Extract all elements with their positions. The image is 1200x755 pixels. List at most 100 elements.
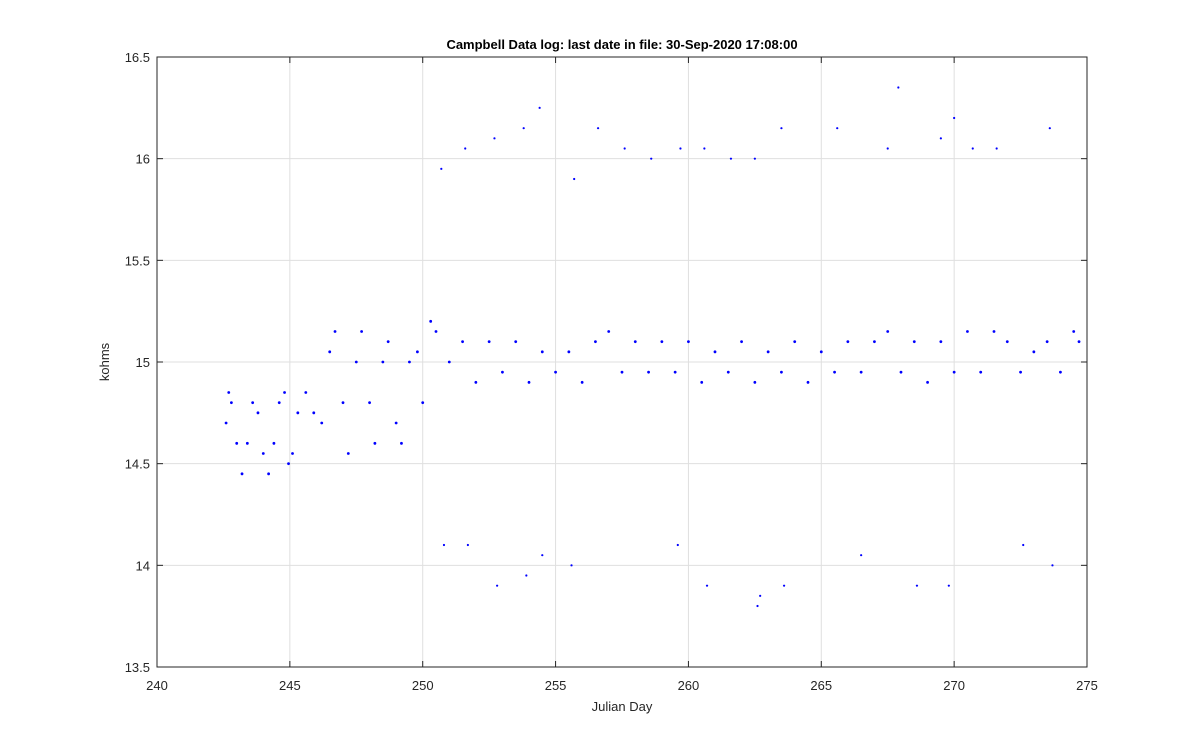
outlier-point <box>947 584 950 587</box>
x-tick-label: 260 <box>678 678 700 693</box>
data-point <box>386 340 390 344</box>
data-point <box>700 380 704 384</box>
data-point <box>230 401 233 405</box>
data-point <box>421 401 425 405</box>
outlier-point <box>860 554 863 557</box>
data-point <box>283 391 286 394</box>
y-tick-label: 16.5 <box>125 50 150 65</box>
outlier-point <box>1048 127 1051 130</box>
data-point <box>819 350 823 354</box>
data-point <box>240 472 244 476</box>
data-point <box>567 350 571 354</box>
outlier-point <box>522 127 525 130</box>
data-point <box>554 370 557 374</box>
data-point <box>926 380 929 384</box>
data-point <box>1032 350 1036 354</box>
data-point <box>341 401 345 405</box>
data-point <box>833 370 836 374</box>
data-point <box>381 360 385 364</box>
data-point <box>1059 370 1062 374</box>
data-point <box>1072 330 1076 333</box>
data-point <box>1045 340 1049 344</box>
data-point <box>1005 340 1009 344</box>
outlier-point <box>573 177 576 181</box>
data-point <box>620 370 624 374</box>
data-point <box>394 421 398 425</box>
data-point <box>251 401 255 405</box>
outlier-point <box>705 584 709 587</box>
y-tick-label: 15 <box>136 355 150 370</box>
x-tick-label: 255 <box>545 678 567 693</box>
data-point <box>726 370 730 374</box>
data-point <box>766 350 770 354</box>
data-point <box>360 330 363 333</box>
outlier-point <box>1022 543 1025 547</box>
outlier-point <box>939 137 942 140</box>
data-point <box>328 350 332 354</box>
data-point <box>354 360 358 364</box>
data-point <box>660 340 664 344</box>
data-point <box>859 370 863 374</box>
outlier-point <box>525 574 528 577</box>
outlier-point <box>897 86 900 89</box>
outlier-point <box>836 127 839 130</box>
outlier-point <box>995 147 998 150</box>
outlier-point <box>971 147 974 150</box>
data-point <box>527 380 531 384</box>
data-point <box>740 340 743 344</box>
data-point <box>416 350 419 354</box>
data-point <box>235 441 239 445</box>
data-point <box>320 421 324 425</box>
data-point <box>368 401 371 405</box>
outlier-point <box>886 147 889 150</box>
data-point <box>304 391 308 394</box>
data-point <box>408 360 411 364</box>
data-point <box>373 441 377 445</box>
x-tick-label: 270 <box>943 678 965 693</box>
data-point <box>966 330 969 333</box>
outlier-point <box>679 147 682 150</box>
outlier-point <box>538 106 541 109</box>
y-axis-label: kohms <box>97 342 112 381</box>
plot-area: 240 245 250 255 260 265 270 275 13.5 14 14.5 15 15.5… <box>125 50 1098 693</box>
chart-title: Campbell Data log: last date in file: 30… <box>446 37 797 52</box>
data-point <box>1077 340 1081 344</box>
data-point <box>346 452 350 455</box>
outlier-point <box>1051 564 1054 567</box>
data-point <box>434 330 438 333</box>
data-point <box>780 370 783 374</box>
data-point <box>1019 370 1022 374</box>
outlier-point <box>596 127 600 130</box>
y-tick-label: 15.5 <box>125 253 150 268</box>
data-point <box>713 350 717 354</box>
outlier-point <box>729 157 733 160</box>
y-tick-label: 14.5 <box>125 457 150 472</box>
data-point <box>277 401 281 405</box>
outlier-point <box>780 127 783 130</box>
x-axis-label: Julian Day <box>592 699 653 714</box>
outlier-point <box>623 147 626 150</box>
data-point <box>333 330 337 333</box>
outlier-point <box>650 157 653 160</box>
outlier-point <box>676 543 679 547</box>
data-point <box>673 370 677 374</box>
outlier-point <box>953 116 956 120</box>
data-point <box>580 380 584 384</box>
data-point <box>501 370 504 374</box>
outlier-point <box>442 543 446 547</box>
data-point <box>806 380 810 384</box>
data-point <box>287 462 290 466</box>
x-tick-label: 275 <box>1076 678 1098 693</box>
data-point <box>261 452 265 455</box>
outlier-point <box>440 167 443 170</box>
outlier-point <box>782 584 786 587</box>
data-point <box>267 472 270 476</box>
data-point <box>594 340 597 344</box>
y-tick-label: 16 <box>136 152 150 167</box>
data-point <box>514 340 518 344</box>
data-point <box>429 319 433 323</box>
outlier-point <box>466 543 469 547</box>
x-tick-label: 265 <box>810 678 832 693</box>
